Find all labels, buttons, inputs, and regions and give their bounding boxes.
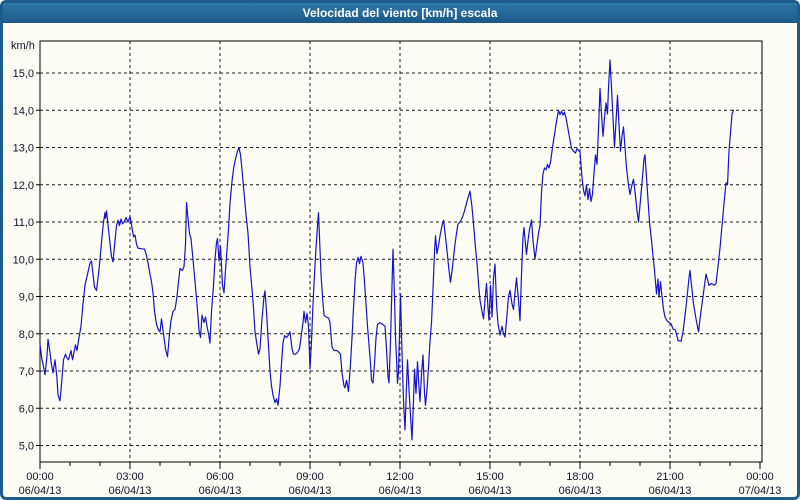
chart-title: Velocidad del viento [km/h] escala: [302, 6, 498, 20]
y-tick-label: 15,0: [13, 68, 34, 80]
x-tick-time-label: 00:00: [26, 471, 54, 483]
x-tick-time-label: 18:00: [566, 471, 594, 483]
y-tick-label: 9,0: [19, 292, 34, 304]
y-tick-label: 6,0: [19, 403, 34, 415]
x-tick-time-label: 21:00: [656, 471, 684, 483]
wind-speed-series-line: [39, 59, 735, 441]
y-tick-label: 13,0: [13, 143, 34, 155]
x-tick-date-label: 06/04/13: [649, 485, 692, 497]
y-tick-label: 8,0: [19, 329, 34, 341]
x-tick-time-label: 12:00: [386, 471, 414, 483]
y-axis-unit-label: km/h: [11, 40, 35, 52]
y-tick-label: 10,0: [13, 254, 34, 266]
y-tick-label: 14,0: [13, 105, 34, 117]
x-tick-date-label: 06/04/13: [559, 485, 602, 497]
x-tick-date-label: 06/04/13: [199, 485, 242, 497]
x-tick-time-label: 15:00: [476, 471, 504, 483]
x-tick-time-label: 00:00: [746, 471, 774, 483]
x-tick-time-label: 09:00: [296, 471, 324, 483]
plot-border: [39, 40, 763, 463]
x-tick-date-label: 06/04/13: [19, 485, 62, 497]
wind-speed-chart: 5,0 6,0 7,0 8,0 9,0 10,0 11,0 12,0 13,0 14,0 15,0 k…: [3, 23, 797, 497]
y-tick-label: 12,0: [13, 180, 34, 192]
chart-title-bar: Velocidad del viento [km/h] escala: [3, 3, 797, 23]
x-tick-date-label: 06/04/13: [109, 485, 152, 497]
y-tick-label: 5,0: [19, 441, 34, 453]
y-tick-label: 11,0: [13, 217, 34, 229]
plot-area: 5,0 6,0 7,0 8,0 9,0 10,0 11,0 12,0 13,0 14,0 15,0 k…: [11, 40, 782, 497]
x-tick-date-label: 06/04/13: [379, 485, 422, 497]
y-tick-label: 7,0: [19, 366, 34, 378]
x-tick-date-label: 06/04/13: [469, 485, 512, 497]
x-tick-time-label: 03:00: [116, 471, 144, 483]
x-tick-time-label: 06:00: [206, 471, 234, 483]
x-tick-date-label: 07/04/13: [739, 485, 782, 497]
x-tick-date-label: 06/04/13: [289, 485, 332, 497]
